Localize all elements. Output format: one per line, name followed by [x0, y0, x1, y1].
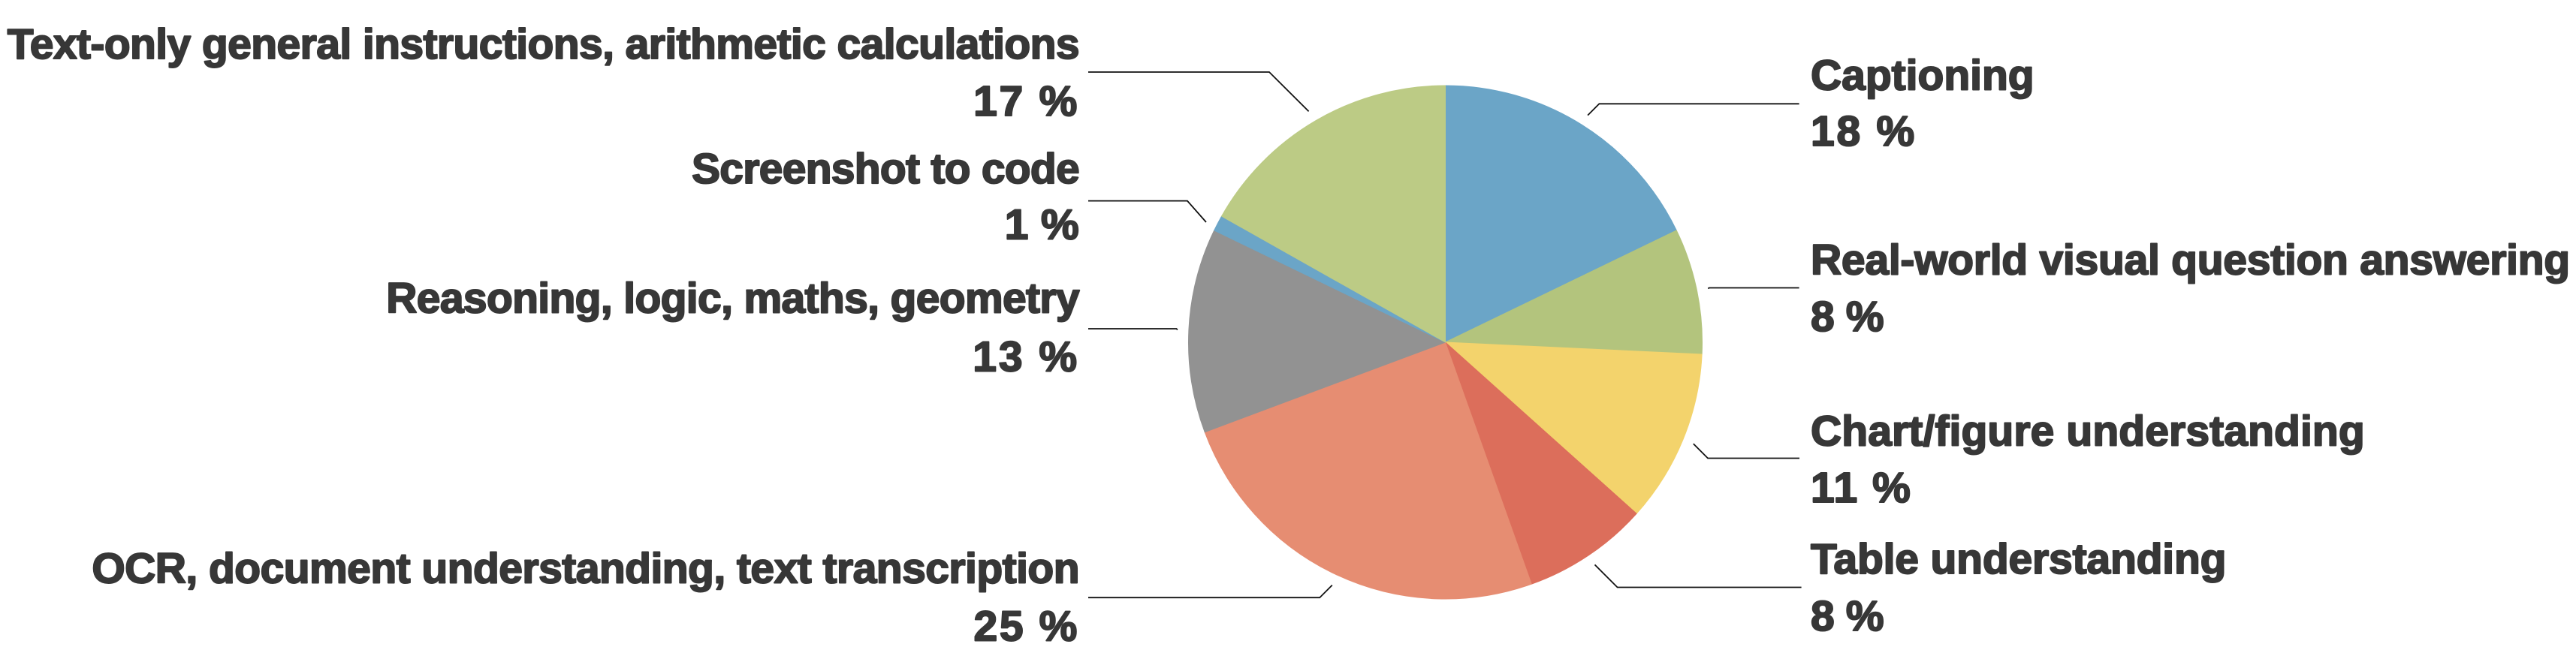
- svg-text:Real-world visual question ans: Real-world visual question answering: [1811, 236, 2570, 284]
- svg-text:Text-only general instructions: Text-only general instructions, arithmet…: [8, 20, 1079, 68]
- svg-text:17 %: 17 %: [973, 77, 1079, 125]
- svg-text:Reasoning, logic, maths, geome: Reasoning, logic, maths, geometry: [386, 275, 1080, 323]
- svg-text:25 %: 25 %: [973, 603, 1079, 651]
- svg-text:Chart/figure understanding: Chart/figure understanding: [1811, 407, 2365, 455]
- svg-text:OCR, document understanding, t: OCR, document understanding, text transc…: [92, 544, 1079, 592]
- svg-text:18 %: 18 %: [1811, 107, 1917, 155]
- svg-text:13 %: 13 %: [973, 332, 1079, 381]
- svg-text:8 %: 8 %: [1811, 293, 1884, 341]
- svg-text:11 %: 11 %: [1811, 464, 1912, 512]
- svg-text:1 %: 1 %: [1005, 200, 1079, 248]
- svg-text:Screenshot to code: Screenshot to code: [692, 145, 1079, 193]
- svg-text:Captioning: Captioning: [1811, 52, 2035, 100]
- svg-text:8 %: 8 %: [1811, 592, 1884, 640]
- svg-text:Table understanding: Table understanding: [1811, 535, 2226, 583]
